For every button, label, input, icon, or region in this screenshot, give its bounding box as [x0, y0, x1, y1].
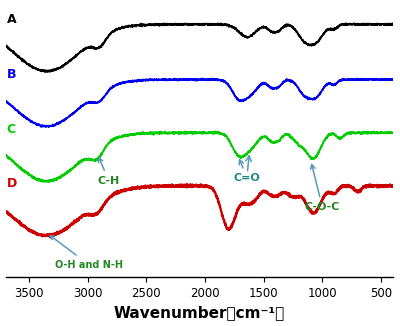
Text: C-H: C-H — [98, 158, 120, 185]
Text: C-O-C: C-O-C — [305, 165, 340, 212]
Text: O-H and N-H: O-H and N-H — [50, 236, 123, 270]
Text: A: A — [7, 13, 16, 26]
Text: C: C — [7, 123, 16, 136]
Text: C=O: C=O — [234, 160, 261, 184]
X-axis label: Wavenumber（cm⁻¹）: Wavenumber（cm⁻¹） — [114, 305, 285, 320]
Text: B: B — [7, 68, 16, 81]
Text: D: D — [7, 177, 17, 190]
